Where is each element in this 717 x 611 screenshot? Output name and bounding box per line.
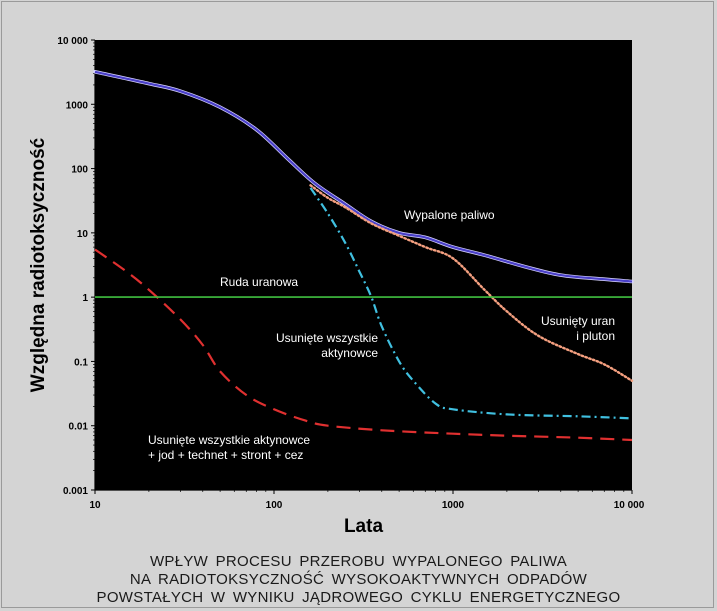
plot-area <box>95 40 632 490</box>
y-tick-label: 1 <box>82 293 88 304</box>
annotation-wypalone: Wypalone paliwo <box>404 208 495 222</box>
axes: 0.001 0.01 0.1 1 10 100 1000 10 000 10 100 1000 10 … <box>57 36 644 511</box>
y-tick-label: 10 <box>77 229 89 240</box>
data-series <box>93 70 634 442</box>
y-tick-label: 10 000 <box>57 36 88 47</box>
x-tick-label: 1000 <box>442 500 465 511</box>
series-line-uran_pluton <box>309 184 634 382</box>
annotation-jod: Usunięte wszystkie aktynowce <box>148 433 310 447</box>
x-tick-label: 10 000 <box>614 500 645 511</box>
y-tick-label: 100 <box>71 165 88 176</box>
annotation-ruda: Ruda uranowa <box>220 275 298 289</box>
radiotoxicity-chart: 0.001 0.01 0.1 1 10 100 1000 10 000 10 100 1000 10 … <box>28 36 645 537</box>
y-tick-label: 0.1 <box>74 357 88 368</box>
series-line-wypalone <box>94 70 633 283</box>
annotation-aktynowce: Usunięte wszystkie <box>276 331 378 345</box>
y-tick-label: 0.001 <box>63 486 88 497</box>
annotation-uran: i pluton <box>576 329 615 343</box>
y-axis-title: Względna radiotoksyczność <box>28 137 49 392</box>
caption-line: NA RADIOTOKSYCZNOŚĆ WYSOKOAKTYWNYCH ODPA… <box>129 571 588 588</box>
annotation-uran: Usunięty uran <box>541 314 615 328</box>
caption-line: POWSTAŁYCH W WYNIKU JĄDROWEGO CYKLU ENER… <box>96 589 621 606</box>
series-line-jod <box>94 248 633 442</box>
y-tick-label: 1000 <box>66 100 89 111</box>
caption-line: WPŁYW PROCESU PRZEROBU WYPALONEGO PALIWA <box>149 553 568 570</box>
x-tick-label: 100 <box>266 500 283 511</box>
x-tick-label: 10 <box>89 500 101 511</box>
figure-caption: WPŁYW PROCESU PRZEROBU WYPALONEGO PALIWA… <box>0 553 717 607</box>
annotation-aktynowce: aktynowce <box>321 346 378 360</box>
annotation-jod: + jod + technet + stront + cez <box>148 448 303 462</box>
series-line-aktynowce <box>309 187 633 420</box>
x-axis-title: Lata <box>344 516 384 537</box>
y-tick-label: 0.01 <box>69 422 89 433</box>
annotations: Wypalone paliwo Ruda uranowa Usunięty uran… <box>148 208 615 462</box>
